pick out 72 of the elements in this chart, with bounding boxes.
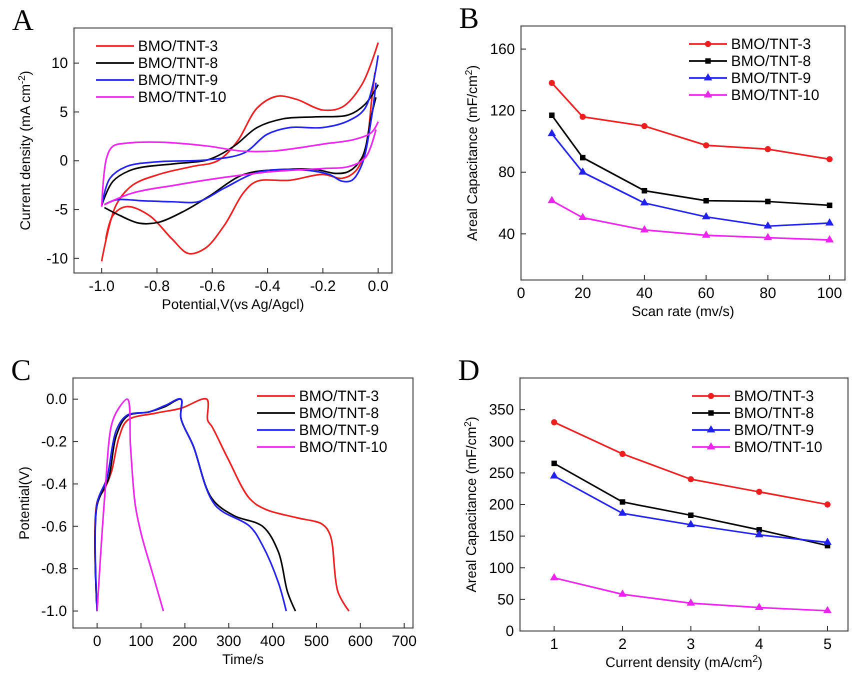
chart-title: C [11, 354, 32, 387]
x-tick-label: 200 [172, 633, 198, 650]
y-tick-label: -0.6 [41, 518, 67, 536]
legend-label: BMO/TNT-10 [731, 87, 820, 104]
legend-label: BMO/TNT-8 [299, 405, 380, 422]
x-tick-label: 5 [823, 636, 832, 653]
x-tick-label: 0 [516, 285, 526, 302]
legend-label: BMO/TNT-9 [734, 422, 814, 439]
x-tick-label: 60 [698, 285, 714, 302]
x-axis-title: Time/s [222, 651, 264, 667]
y-tick-label: -0.8 [41, 560, 67, 578]
x-tick-label: 1 [550, 636, 558, 653]
y-tick-label: -1.0 [41, 603, 67, 620]
y-tick-label: 200 [488, 496, 514, 514]
x-tick-label: 700 [392, 633, 417, 650]
x-tick-label: 20 [574, 285, 592, 302]
y-tick-label: -0.4 [41, 476, 67, 493]
legend-label: BMO/TNT-3 [138, 38, 218, 55]
x-tick-label: 4 [754, 636, 764, 653]
legend-label: BMO/TNT-10 [734, 439, 822, 456]
legend-label: BMO/TNT-8 [731, 53, 812, 70]
x-tick-label: 600 [348, 633, 373, 650]
y-tick-label: 10 [51, 55, 68, 72]
chart-title: D [458, 354, 480, 387]
x-axis-title: Scan rate (mv/s) [632, 303, 734, 319]
y-tick-label: 160 [490, 41, 515, 58]
chart-title: B [459, 2, 480, 35]
x-tick-label: 300 [216, 633, 242, 650]
y-tick-label: 120 [490, 102, 515, 120]
x-tick-label: 0.0 [368, 278, 389, 295]
y-tick-label: -5 [54, 202, 68, 219]
legend-label: BMO/TNT-9 [138, 72, 218, 89]
y-tick-label: 80 [498, 164, 515, 182]
legend-label: BMO/TNT-3 [299, 388, 380, 405]
y-tick-label: 50 [497, 591, 514, 608]
x-tick-label: 100 [817, 285, 842, 302]
x-tick-label: -0.8 [144, 278, 170, 295]
y-tick-label: 150 [488, 528, 514, 546]
x-tick-label: 0 [92, 633, 102, 650]
y-tick-label: -0.2 [41, 434, 67, 451]
legend-label: BMO/TNT-8 [734, 405, 814, 422]
x-tick-label: -0.2 [310, 278, 336, 295]
x-axis-title: Current density (mA/cm$^{2}$) [605, 654, 763, 670]
x-axis-title: Potential,V(vs Ag/Agcl) [162, 296, 304, 312]
x-tick-label: -0.6 [199, 278, 226, 295]
legend-label: BMO/TNT-3 [731, 36, 812, 53]
x-tick-label: 3 [686, 636, 696, 653]
y-tick-label: 0.0 [46, 391, 67, 408]
x-tick-label: 40 [636, 285, 653, 302]
y-tick-label: 40 [498, 226, 515, 243]
x-tick-label: -0.4 [254, 278, 280, 295]
y-tick-label: 100 [488, 560, 514, 577]
y-tick-label: 5 [60, 104, 68, 121]
y-tick-label: -10 [46, 250, 68, 268]
legend-label: BMO/TNT-9 [299, 422, 380, 439]
x-tick-label: 80 [760, 285, 776, 302]
legend-label: BMO/TNT-8 [138, 55, 218, 72]
legend-label: BMO/TNT-10 [299, 439, 388, 456]
x-tick-label: 2 [618, 636, 627, 653]
legend-label: BMO/TNT-3 [734, 388, 814, 405]
x-tick-label: 500 [304, 633, 329, 650]
legend-label: BMO/TNT-10 [138, 89, 226, 106]
x-tick-label: 100 [128, 633, 154, 650]
chart-title: A [12, 4, 34, 37]
legend-label: BMO/TNT-9 [731, 70, 812, 87]
y-tick-label: 250 [488, 464, 514, 482]
y-axis-title: Potential(V) [16, 466, 32, 540]
y-tick-label: 350 [488, 402, 514, 419]
x-tick-label: 400 [260, 633, 286, 650]
x-tick-label: -1.0 [88, 278, 115, 295]
y-tick-label: 0 [60, 152, 68, 170]
y-tick-label: 300 [488, 433, 514, 450]
